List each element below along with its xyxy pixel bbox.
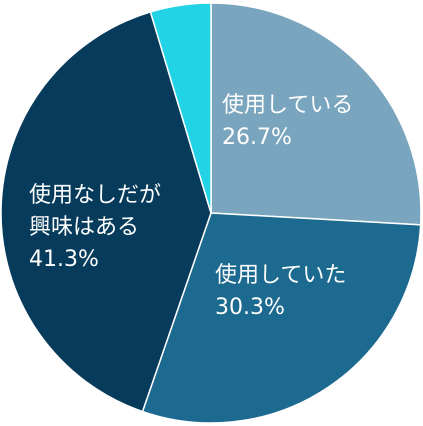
slice-label-1-text: 使用していた bbox=[215, 263, 346, 288]
pie-slice-1 bbox=[141, 212, 422, 424]
slice-label-0-value: 26.7% bbox=[222, 125, 292, 150]
pie-slice-0 bbox=[210, 2, 422, 226]
slice-label-2-text-line1: 使用なしだが bbox=[29, 183, 161, 208]
slice-label-2-value: 41.3% bbox=[29, 247, 99, 272]
pie-slice-3 bbox=[149, 2, 212, 214]
slice-label-1: 使用していた 30.3% bbox=[215, 263, 353, 320]
slice-label-0-text: 使用している bbox=[222, 93, 353, 118]
pie-labels: 使用している 26.7% 使用していた 30.3% 使用なしだが 興味はある 4… bbox=[29, 93, 360, 320]
slice-label-2-text-line2: 興味はある bbox=[29, 215, 139, 240]
slice-label-1-value: 30.3% bbox=[215, 295, 285, 320]
slice-label-2: 使用なしだが 興味はある 41.3% bbox=[29, 183, 168, 272]
slice-label-0: 使用している 26.7% bbox=[222, 93, 360, 150]
pie-slice-2 bbox=[0, 10, 212, 413]
